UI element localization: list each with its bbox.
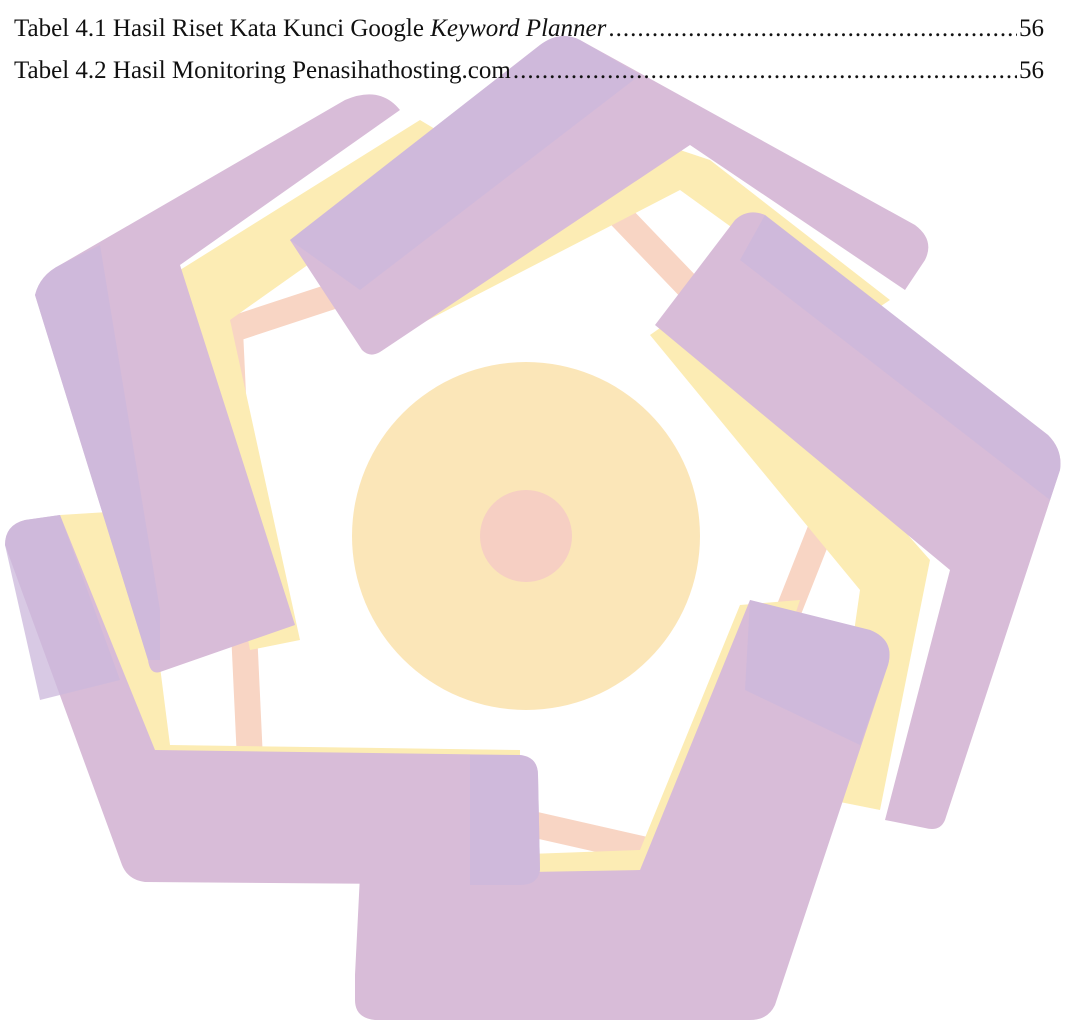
emblem-purple-shading (5, 36, 1061, 885)
dot-leader (513, 50, 1017, 92)
toc-entry-page-number: 56 (1019, 15, 1044, 42)
toc-entry-label: Tabel 4.1 Hasil Riset Kata Kunci Google … (14, 15, 607, 42)
toc-entry-tabel-4-1[interactable]: Tabel 4.1 Hasil Riset Kata Kunci Google … (14, 8, 1044, 50)
toc-entry-tabel-4-2[interactable]: Tabel 4.2 Hasil Monitoring Penasihathost… (14, 50, 1044, 92)
table-list: Tabel 4.1 Hasil Riset Kata Kunci Google … (14, 8, 1044, 92)
toc-entry-page-number: 56 (1019, 57, 1044, 84)
dot-leader (608, 8, 1017, 50)
toc-entry-label: Tabel 4.2 Hasil Monitoring Penasihathost… (14, 57, 511, 84)
emblem-circle-inner (480, 490, 572, 582)
toc-entry-label-italic: Keyword Planner (430, 15, 607, 42)
